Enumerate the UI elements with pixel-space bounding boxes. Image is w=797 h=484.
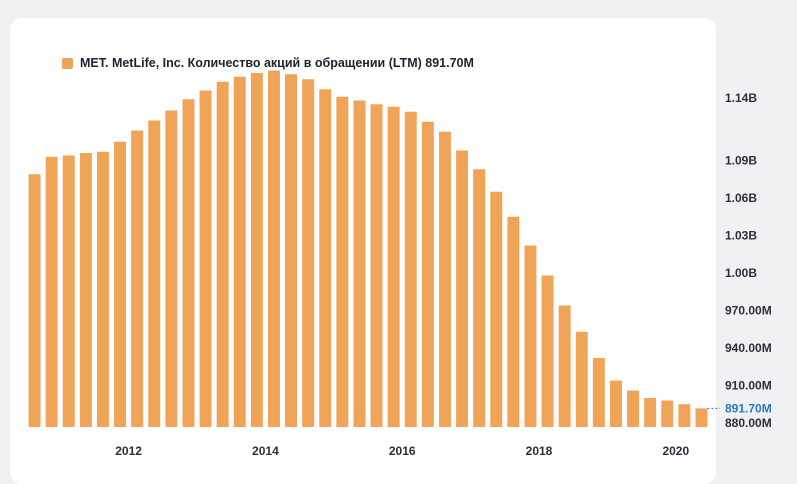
y-tick-label-3: 1.03B [725, 229, 757, 243]
bar-15[interactable] [285, 74, 298, 427]
bar-8[interactable] [165, 110, 178, 428]
y-tick-label-0: 1.14B [725, 91, 757, 105]
bar-1[interactable] [45, 156, 58, 427]
bar-14[interactable] [267, 70, 280, 428]
bar-7[interactable] [148, 120, 161, 428]
x-tick-label-0: 2012 [115, 444, 142, 458]
bar-3[interactable] [79, 153, 92, 427]
bar-26[interactable] [473, 169, 486, 427]
bar-9[interactable] [182, 99, 195, 427]
bar-5[interactable] [114, 141, 127, 427]
bar-18[interactable] [336, 96, 349, 427]
legend[interactable]: MET. MetLife, Inc. Количество акций в об… [62, 54, 474, 72]
bar-22[interactable] [404, 111, 417, 427]
y-tick-label-8: 880.00M [725, 416, 772, 430]
y-tick-label-4: 1.00B [725, 266, 757, 280]
bar-36[interactable] [644, 398, 657, 427]
y-tick-label-1: 1.09B [725, 154, 757, 168]
y-axis: 1.14B 1.09B 1.06B 1.03B 1.00B 970.00M 940.00M 9… [725, 91, 772, 430]
bar-20[interactable] [370, 104, 383, 427]
y-tick-label-6: 940.00M [725, 341, 772, 355]
current-value-marker: 891.70M [707, 401, 772, 415]
bar-31[interactable] [558, 305, 571, 428]
bar-25[interactable] [456, 150, 469, 428]
x-tick-label-2: 2016 [389, 444, 416, 458]
bar-24[interactable] [438, 131, 451, 427]
bar-29[interactable] [524, 245, 537, 428]
legend-label: MET. MetLife, Inc. Количество акций в об… [80, 56, 474, 70]
legend-swatch [62, 57, 73, 69]
bar-34[interactable] [609, 380, 622, 428]
x-tick-label-1: 2014 [252, 444, 279, 458]
bar-4[interactable] [96, 151, 109, 427]
bar-12[interactable] [233, 76, 246, 427]
bar-2[interactable] [62, 155, 75, 428]
bar-0[interactable] [28, 174, 41, 427]
bar-16[interactable] [302, 79, 315, 427]
bar-13[interactable] [250, 73, 263, 427]
bar-27[interactable] [490, 191, 503, 427]
bar-30[interactable] [541, 275, 554, 428]
bar-32[interactable] [575, 331, 588, 427]
bar-39[interactable] [695, 408, 708, 428]
bar-19[interactable] [353, 100, 366, 428]
bar-11[interactable] [216, 81, 229, 427]
bar-33[interactable] [592, 358, 605, 427]
bar-23[interactable] [421, 121, 434, 427]
y-tick-label-2: 1.06B [725, 191, 757, 205]
x-tick-label-4: 2020 [662, 444, 689, 458]
bar-21[interactable] [387, 106, 400, 427]
bar-10[interactable] [199, 90, 212, 428]
bar-17[interactable] [319, 89, 332, 427]
bars-group [28, 70, 708, 428]
bar-28[interactable] [507, 216, 520, 427]
bar-35[interactable] [627, 390, 640, 428]
y-tick-label-7: 910.00M [725, 379, 772, 393]
bar-38[interactable] [678, 404, 691, 427]
y-tick-label-5: 970.00M [725, 304, 772, 318]
bar-6[interactable] [131, 130, 144, 428]
x-axis: 2012 2014 2016 2018 2020 [115, 444, 689, 458]
bar-37[interactable] [661, 400, 674, 428]
x-tick-label-3: 2018 [526, 444, 553, 458]
current-value-label: 891.70M [725, 401, 772, 415]
